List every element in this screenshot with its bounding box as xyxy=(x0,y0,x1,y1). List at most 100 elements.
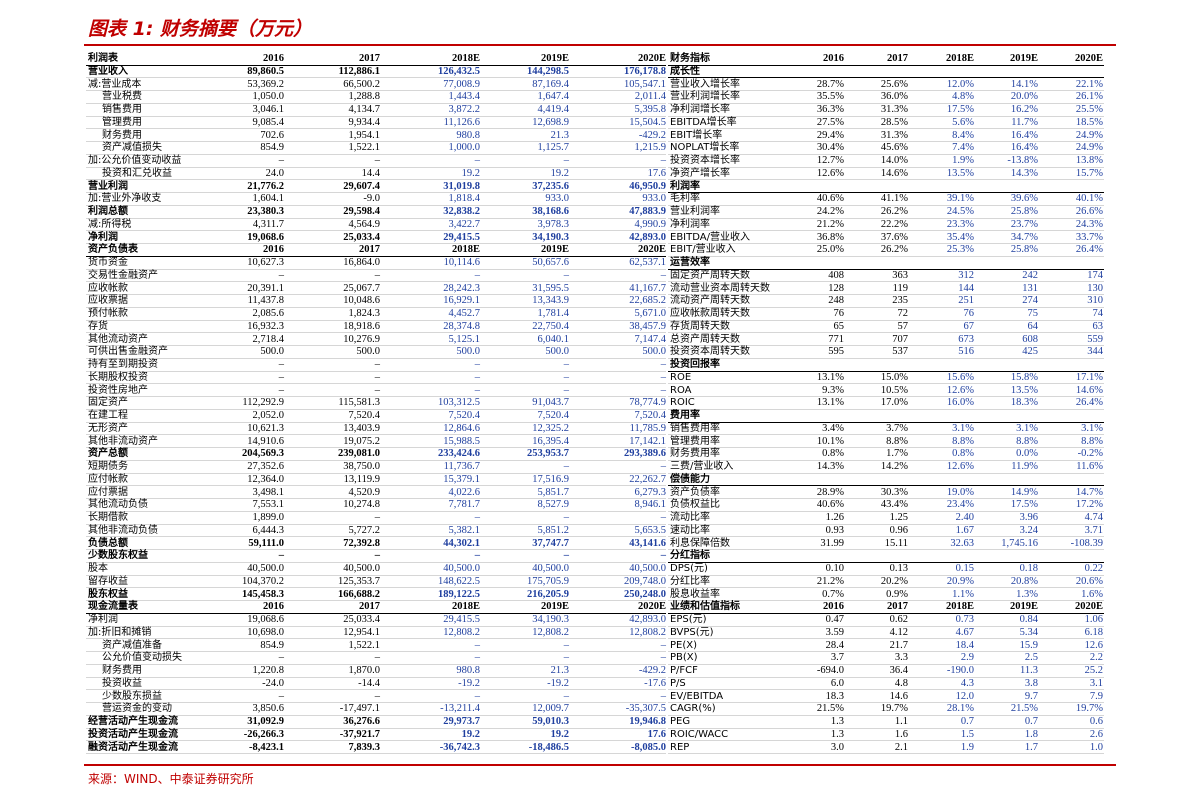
row-label: 持有至到期投资 xyxy=(88,359,158,370)
value-cell: -18,486.5 xyxy=(528,741,569,753)
value-cell: 19,946.8 xyxy=(629,716,666,727)
table-row: 投资活动产生现金流 -26,266.3 -37,921.7 19.2 19.2 17.6 xyxy=(86,729,666,742)
value-cell: 14.4 xyxy=(361,167,380,179)
value-cell: 21.3 xyxy=(550,129,569,141)
value-cell: 4,452.7 xyxy=(448,308,481,319)
row-label: 投资资本周转天数 xyxy=(670,346,750,358)
column-header: 2020E xyxy=(637,53,666,64)
value-cell: – xyxy=(563,550,569,562)
table-row: 管理费用 9,085.4 9,934.4 11,126.6 12,698.9 15,504… xyxy=(86,117,666,130)
value-cell: 24.9% xyxy=(1075,142,1103,154)
value-cell: 4,564.9 xyxy=(348,218,381,230)
value-cell: 125,353.7 xyxy=(338,575,380,587)
value-cell: -14.4 xyxy=(358,677,380,689)
table-row: DPS(元) 0.10 0.13 0.15 0.18 0.22 xyxy=(668,563,1104,576)
value-cell: 12.6% xyxy=(946,384,974,396)
table-row: 负债总额 59,111.0 72,392.8 44,302.1 37,747.7 43,1… xyxy=(86,538,666,551)
value-cell: 4.67 xyxy=(955,626,974,638)
table-row: 营业税费 1,050.0 1,288.8 1,443.4 1,647.4 2,011.4 xyxy=(86,91,666,104)
table-row: 资产总额 204,569.3 239,081.0 233,424.6 253,953.7… xyxy=(86,448,666,461)
value-cell: 7.9 xyxy=(1089,690,1103,702)
value-cell: – xyxy=(278,690,284,702)
value-cell: – xyxy=(374,269,380,281)
value-cell: 3,046.1 xyxy=(252,104,285,115)
value-cell: -108.39 xyxy=(1070,537,1103,549)
table-row: ROA 9.3% 10.5% 12.6% 13.5% 14.6% xyxy=(668,385,1104,398)
value-cell: 26.6% xyxy=(1075,206,1103,217)
value-cell: 33.7% xyxy=(1075,231,1103,243)
column-header: 2017 xyxy=(887,601,908,613)
column-header: 2018E xyxy=(451,244,480,256)
value-cell: 10,048.6 xyxy=(343,295,380,307)
table-row: EPS(元) 0.47 0.62 0.73 0.84 1.06 xyxy=(668,614,1104,627)
row-label: 资产负债表 xyxy=(88,244,138,256)
value-cell: 15.9 xyxy=(1019,639,1038,651)
row-label: 管理费用 xyxy=(102,116,142,128)
value-cell: 16,864.0 xyxy=(343,257,380,268)
value-cell: 3.7% xyxy=(886,422,908,434)
column-header: 2016 xyxy=(263,53,284,64)
table-row: 公允价值变动损失 – – – – – xyxy=(86,652,666,665)
value-cell: 25.6% xyxy=(880,78,908,90)
value-cell: 854.9 xyxy=(260,142,284,154)
row-label: 固定资产周转天数 xyxy=(670,269,750,281)
value-cell: 3.24 xyxy=(1019,524,1038,536)
value-cell: 425 xyxy=(1022,346,1038,358)
column-header: 2020E xyxy=(637,244,666,256)
value-cell: 12,364.0 xyxy=(247,473,284,485)
value-cell: 13.1% xyxy=(816,397,844,409)
value-cell: 12.6 xyxy=(1084,639,1103,651)
value-cell: 8.4% xyxy=(952,129,974,141)
header-row: 利润表 2016 2017 2018E 2019E 2020E xyxy=(86,53,666,66)
value-cell: 20.6% xyxy=(1075,575,1103,587)
value-cell: – xyxy=(563,371,569,383)
value-cell: – xyxy=(474,690,480,702)
row-label: 经营活动产生现金流 xyxy=(88,716,178,727)
value-cell: 112,292.9 xyxy=(242,397,284,409)
value-cell: – xyxy=(660,384,666,396)
title-rule xyxy=(84,44,1116,46)
value-cell: – xyxy=(474,269,480,281)
value-cell: 6.18 xyxy=(1084,626,1103,638)
row-label: 交易性金融资产 xyxy=(88,269,158,281)
value-cell: 87,169.4 xyxy=(532,78,569,90)
value-cell: 16,932.3 xyxy=(247,320,284,332)
value-cell: 1.1% xyxy=(952,588,974,600)
value-cell: 42,893.0 xyxy=(629,231,666,243)
value-cell: 12,808.2 xyxy=(532,626,569,638)
row-label: 营运资金的变动 xyxy=(102,703,172,715)
value-cell: 14.6 xyxy=(889,690,908,702)
value-cell: 595 xyxy=(828,346,844,358)
value-cell: 18.5% xyxy=(1075,116,1103,128)
value-cell: -8,423.1 xyxy=(249,741,284,753)
value-cell: 13.5% xyxy=(946,167,974,179)
value-cell: 22,685.2 xyxy=(629,295,666,307)
table-row: 其他非流动资产 14,910.6 19,075.2 15,988.5 16,395.4 1… xyxy=(86,436,666,449)
row-label: 应付帐款 xyxy=(88,473,128,485)
row-label: PB(X) xyxy=(670,652,698,664)
row-label: 应收票据 xyxy=(88,295,128,307)
value-cell: – xyxy=(563,269,569,281)
value-cell: 0.9% xyxy=(886,588,908,600)
value-cell: 76 xyxy=(963,308,975,319)
value-cell: 10,114.6 xyxy=(443,257,480,268)
value-cell: 26.4% xyxy=(1075,244,1103,256)
row-label: 股本 xyxy=(88,563,108,574)
table-row: 交易性金融资产 – – – – – xyxy=(86,270,666,283)
value-cell: 31.3% xyxy=(880,104,908,115)
row-label: 加:公允价值变动收益 xyxy=(88,155,182,166)
table-row: 应收票据 11,437.8 10,048.6 16,929.1 13,343.9 22,6… xyxy=(86,295,666,308)
value-cell: 1.7 xyxy=(1024,741,1038,753)
value-cell: -19.2 xyxy=(547,677,569,689)
column-header: 2019E xyxy=(540,244,569,256)
value-cell: 3.8 xyxy=(1024,677,1038,689)
value-cell: – xyxy=(474,550,480,562)
value-cell: 24.5% xyxy=(946,206,974,217)
value-cell: 21.3 xyxy=(550,665,569,676)
value-cell: – xyxy=(563,652,569,664)
row-label: REP xyxy=(670,741,690,753)
value-cell: 344 xyxy=(1087,346,1103,358)
value-cell: 14,910.6 xyxy=(247,435,284,447)
value-cell: 251 xyxy=(958,295,974,307)
value-cell: 72,392.8 xyxy=(343,537,380,549)
